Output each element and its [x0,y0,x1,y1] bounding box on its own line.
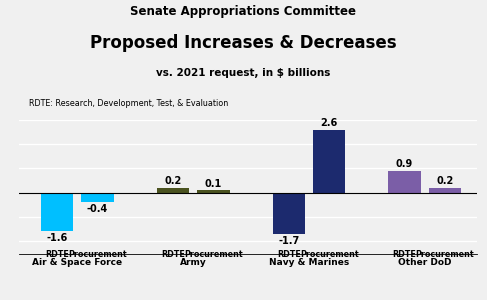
Text: RDTE: Research, Development, Test, & Evaluation: RDTE: Research, Development, Test, & Eva… [29,99,228,108]
Bar [197,190,229,193]
Text: Procurement: Procurement [68,250,127,260]
Bar [429,188,461,193]
Text: 0.9: 0.9 [396,159,413,170]
Text: vs. 2021 request, in $ billions: vs. 2021 request, in $ billions [156,68,331,77]
Text: RDTE: RDTE [45,250,69,260]
Bar [157,188,189,193]
Text: 0.2: 0.2 [436,176,453,186]
Text: 0.1: 0.1 [205,179,222,189]
Text: Procurement: Procurement [184,250,243,260]
Text: Procurement: Procurement [415,250,474,260]
Bar [81,193,114,202]
Text: -0.4: -0.4 [87,204,108,214]
Text: RDTE: RDTE [161,250,185,260]
Text: Air & Space Force: Air & Space Force [32,258,122,267]
Text: Navy & Marines: Navy & Marines [269,258,349,267]
Text: -1.6: -1.6 [47,233,68,243]
Text: 0.2: 0.2 [164,176,182,186]
Bar [313,130,345,193]
Text: Army: Army [180,258,206,267]
Text: Procurement: Procurement [300,250,358,260]
Text: Senate Appropriations Committee: Senate Appropriations Committee [131,4,356,17]
Text: RDTE: RDTE [393,250,416,260]
Text: Proposed Increases & Decreases: Proposed Increases & Decreases [90,34,397,52]
Bar [273,193,305,234]
Text: 2.6: 2.6 [320,118,338,128]
Bar [41,193,74,232]
Bar [389,171,421,193]
Text: RDTE: RDTE [277,250,300,260]
Text: Other DoD: Other DoD [398,258,451,267]
Text: -1.7: -1.7 [278,236,300,246]
